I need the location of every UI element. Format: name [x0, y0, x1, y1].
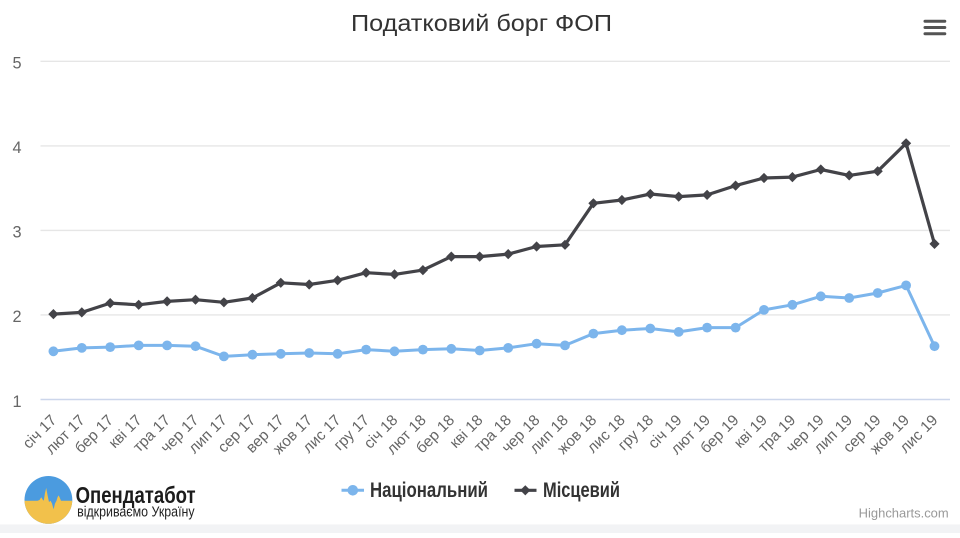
svg-text:Місцевий: Місцевий: [543, 479, 620, 502]
svg-text:Податковий борг ФОП: Податковий борг ФОП: [351, 10, 612, 36]
svg-text:відкриваємо Україну: відкриваємо Україну: [77, 504, 195, 521]
svg-text:2: 2: [12, 308, 21, 326]
svg-text:5: 5: [12, 55, 21, 73]
svg-text:4: 4: [12, 139, 21, 157]
svg-text:Національний: Національний: [370, 479, 488, 502]
svg-text:1: 1: [12, 393, 21, 411]
svg-text:Highcharts.com: Highcharts.com: [859, 506, 949, 520]
svg-text:3: 3: [12, 224, 21, 242]
svg-text:Опендатабот: Опендатабот: [76, 482, 196, 508]
